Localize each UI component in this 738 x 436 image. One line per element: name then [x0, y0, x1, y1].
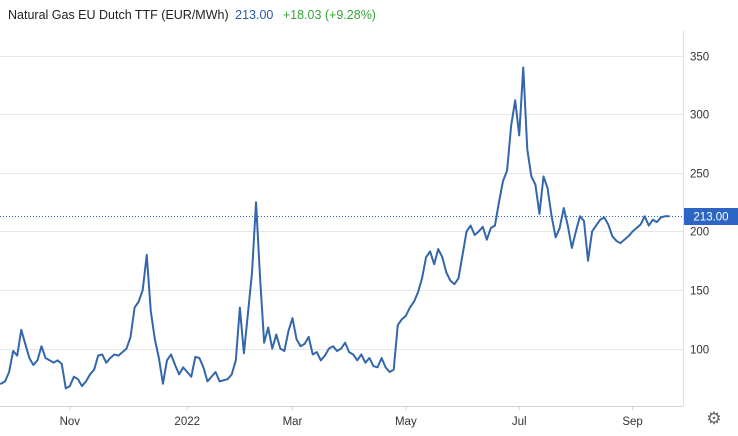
x-tick-label: Sep [622, 416, 642, 428]
price-change: +18.03 (+9.28%) [282, 8, 376, 22]
x-tick-label: Nov [60, 416, 81, 428]
gear-icon[interactable]: ⚙ [706, 409, 722, 429]
y-tick-label: 100 [690, 345, 709, 357]
x-tick-label: Jul [512, 416, 527, 428]
last-value-badge-bg [684, 208, 738, 225]
series-layer [0, 66, 670, 390]
x-tick-label: 2022 [174, 416, 200, 428]
y-tick-label: 150 [690, 286, 709, 298]
series-line [0, 66, 670, 390]
x-tick-label: May [395, 416, 417, 428]
y-tick-label: 200 [690, 227, 709, 239]
last-price: 213.00 [235, 8, 274, 22]
y-tick-label: 350 [690, 52, 709, 64]
x-tick-label: Mar [283, 416, 303, 428]
last-value-badge: 213.00 [684, 208, 738, 225]
y-tick-label: 250 [690, 169, 709, 181]
last-value-badge-label: 213.00 [693, 212, 728, 224]
grid-lines [0, 56, 683, 350]
x-axis: Nov 2022 Mar May Jul Sep [60, 406, 643, 428]
chart-title: Natural Gas EU Dutch TTF (EUR/MWh) [8, 8, 229, 22]
chart-header: Natural Gas EU Dutch TTF (EUR/MWh) 213.0… [8, 7, 376, 23]
y-axis: 100 150 200 250 300 350 [690, 52, 709, 357]
y-tick-label: 300 [690, 110, 709, 122]
